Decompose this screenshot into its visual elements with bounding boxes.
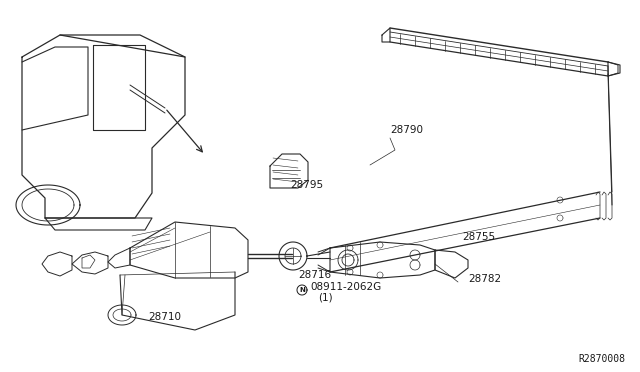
Text: 28782: 28782 <box>468 274 501 284</box>
Text: 28795: 28795 <box>290 180 323 190</box>
Text: (1): (1) <box>318 293 333 303</box>
Text: 08911-2062G: 08911-2062G <box>310 282 381 292</box>
Text: 28716: 28716 <box>298 270 331 280</box>
Text: R2870008: R2870008 <box>578 354 625 364</box>
Text: 28755: 28755 <box>462 232 495 242</box>
Text: N: N <box>299 287 305 293</box>
Text: 28790: 28790 <box>390 125 423 135</box>
Text: 28710: 28710 <box>148 312 181 322</box>
